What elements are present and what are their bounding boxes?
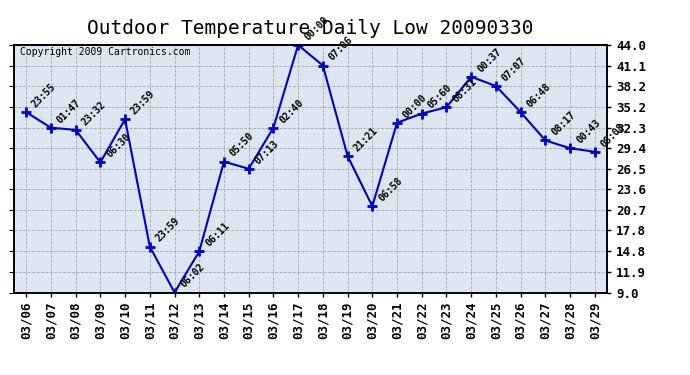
Text: Copyright 2009 Cartronics.com: Copyright 2009 Cartronics.com <box>20 48 190 57</box>
Text: 01:47: 01:47 <box>55 97 83 125</box>
Text: 06:48: 06:48 <box>525 81 553 110</box>
Text: 08:17: 08:17 <box>549 110 578 138</box>
Text: 08:31: 08:31 <box>451 76 478 105</box>
Text: 07:07: 07:07 <box>500 56 528 83</box>
Text: 07:06: 07:06 <box>327 35 355 63</box>
Text: 06:30: 06:30 <box>104 132 132 160</box>
Text: Outdoor Temperature Daily Low 20090330: Outdoor Temperature Daily Low 20090330 <box>87 19 534 38</box>
Text: 07:13: 07:13 <box>253 138 281 166</box>
Text: 21:21: 21:21 <box>352 125 380 153</box>
Text: 23:32: 23:32 <box>80 99 108 127</box>
Text: 00:43: 00:43 <box>574 118 602 146</box>
Text: 08:08: 08:08 <box>599 121 627 149</box>
Text: 06:11: 06:11 <box>204 221 231 249</box>
Text: 00:37: 00:37 <box>475 46 503 74</box>
Text: 23:59: 23:59 <box>154 216 181 244</box>
Text: 00:00: 00:00 <box>401 92 429 120</box>
Text: 05:60: 05:60 <box>426 83 454 111</box>
Text: 06:58: 06:58 <box>377 176 404 204</box>
Text: 05:50: 05:50 <box>228 131 256 159</box>
Text: 02:40: 02:40 <box>277 97 306 125</box>
Text: 06:02: 06:02 <box>179 262 206 290</box>
Text: 23:55: 23:55 <box>30 81 58 110</box>
Text: 00:00: 00:00 <box>302 14 330 42</box>
Text: 23:59: 23:59 <box>129 88 157 117</box>
